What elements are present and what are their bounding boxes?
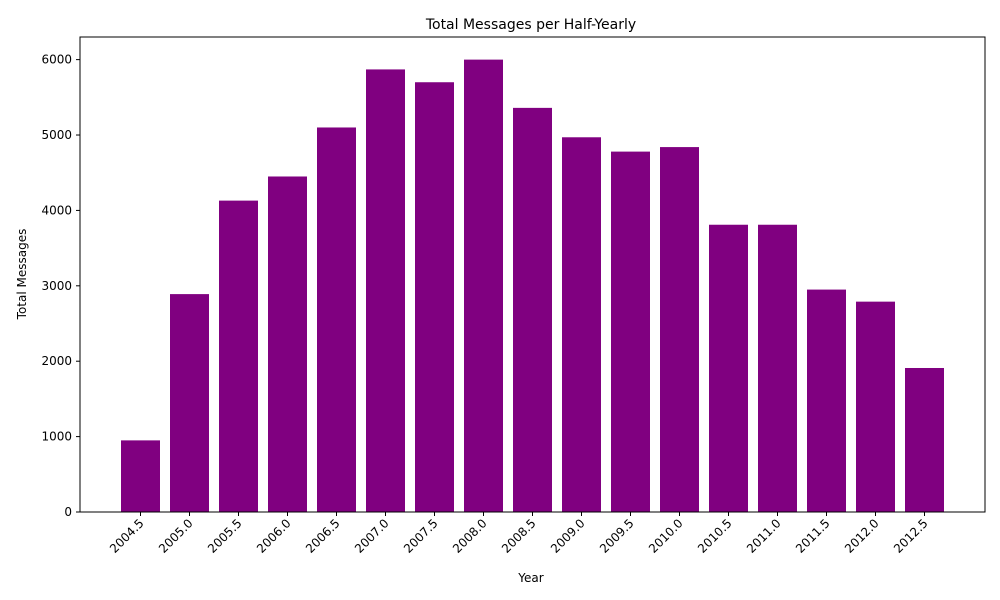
bar-2008.0 xyxy=(464,60,503,512)
x-tick-label: 2012.5 xyxy=(891,516,931,556)
y-tick-label: 4000 xyxy=(41,203,72,217)
bars-group xyxy=(121,60,944,512)
bar-2010.5 xyxy=(709,225,748,512)
bar-2004.5 xyxy=(121,440,160,512)
y-tick-label: 5000 xyxy=(41,128,72,142)
y-tick-label: 6000 xyxy=(41,53,72,67)
x-tick-label: 2007.5 xyxy=(401,516,441,556)
bar-2009.0 xyxy=(562,137,601,512)
x-tick-label: 2008.0 xyxy=(450,516,490,556)
bar-2005.5 xyxy=(219,201,258,512)
x-axis-ticks: 2004.5 2005.0 2005.5 2006.0 2006.5 2007.0 2007… xyxy=(107,512,931,556)
x-tick-label: 2008.5 xyxy=(499,516,539,556)
bar-2011.0 xyxy=(758,225,797,512)
x-tick-label: 2009.5 xyxy=(597,516,637,556)
x-tick-label: 2011.0 xyxy=(744,516,784,556)
y-tick-label: 1000 xyxy=(41,430,72,444)
x-tick-label: 2005.0 xyxy=(156,516,196,556)
x-tick-label: 2010.5 xyxy=(695,516,735,556)
bar-2006.0 xyxy=(268,176,307,512)
bar-2009.5 xyxy=(611,152,650,512)
bar-2008.5 xyxy=(513,108,552,512)
x-tick-label: 2005.5 xyxy=(205,516,245,556)
y-axis-label: Total Messages xyxy=(15,229,29,321)
x-axis-label: Year xyxy=(517,571,543,585)
x-tick-label: 2007.0 xyxy=(352,516,392,556)
y-tick-label: 0 xyxy=(64,505,72,519)
x-tick-label: 2004.5 xyxy=(107,516,147,556)
x-tick-label: 2011.5 xyxy=(793,516,833,556)
y-axis-ticks: 0 1000 2000 3000 4000 5000 6000 xyxy=(41,53,80,519)
bar-2007.0 xyxy=(366,69,405,512)
x-tick-label: 2006.5 xyxy=(303,516,343,556)
bar-2010.0 xyxy=(660,147,699,512)
x-tick-label: 2010.0 xyxy=(646,516,686,556)
bar-2012.5 xyxy=(905,368,944,512)
bar-2006.5 xyxy=(317,127,356,512)
x-tick-label: 2006.0 xyxy=(254,516,294,556)
bar-2011.5 xyxy=(807,290,846,512)
x-tick-label: 2012.0 xyxy=(842,516,882,556)
bar-2012.0 xyxy=(856,302,895,512)
bar-2005.0 xyxy=(170,294,209,512)
x-tick-label: 2009.0 xyxy=(548,516,588,556)
y-tick-label: 3000 xyxy=(41,279,72,293)
y-tick-label: 2000 xyxy=(41,354,72,368)
bar-2007.5 xyxy=(415,82,454,512)
chart-title: Total Messages per Half-Yearly xyxy=(425,17,636,33)
